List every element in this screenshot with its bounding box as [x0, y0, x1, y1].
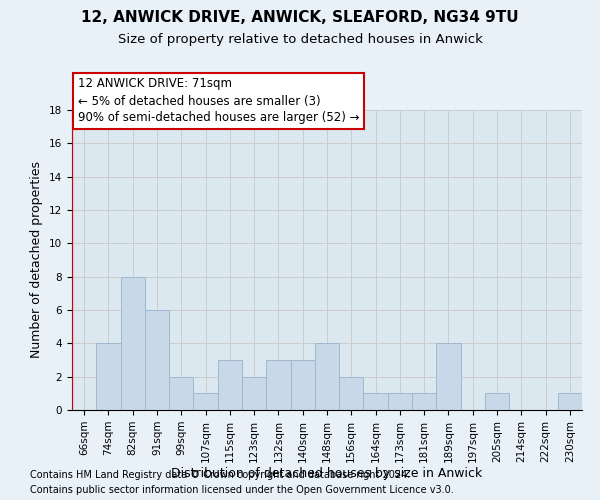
Text: Size of property relative to detached houses in Anwick: Size of property relative to detached ho… — [118, 32, 482, 46]
Text: Contains HM Land Registry data © Crown copyright and database right 2024.: Contains HM Land Registry data © Crown c… — [30, 470, 410, 480]
Text: 12, ANWICK DRIVE, ANWICK, SLEAFORD, NG34 9TU: 12, ANWICK DRIVE, ANWICK, SLEAFORD, NG34… — [81, 10, 519, 25]
Bar — [193, 394, 218, 410]
Bar — [96, 344, 121, 410]
X-axis label: Distribution of detached houses by size in Anwick: Distribution of detached houses by size … — [172, 468, 482, 480]
Y-axis label: Number of detached properties: Number of detached properties — [31, 162, 43, 358]
Bar — [121, 276, 145, 410]
Bar — [266, 360, 290, 410]
Text: 12 ANWICK DRIVE: 71sqm
← 5% of detached houses are smaller (3)
90% of semi-detac: 12 ANWICK DRIVE: 71sqm ← 5% of detached … — [78, 78, 359, 124]
Bar — [169, 376, 193, 410]
Bar — [412, 394, 436, 410]
Bar — [388, 394, 412, 410]
Bar — [315, 344, 339, 410]
Bar — [436, 344, 461, 410]
Bar — [145, 310, 169, 410]
Text: Contains public sector information licensed under the Open Government Licence v3: Contains public sector information licen… — [30, 485, 454, 495]
Bar — [364, 394, 388, 410]
Bar — [290, 360, 315, 410]
Bar — [485, 394, 509, 410]
Bar — [242, 376, 266, 410]
Bar — [339, 376, 364, 410]
Bar — [558, 394, 582, 410]
Bar — [218, 360, 242, 410]
